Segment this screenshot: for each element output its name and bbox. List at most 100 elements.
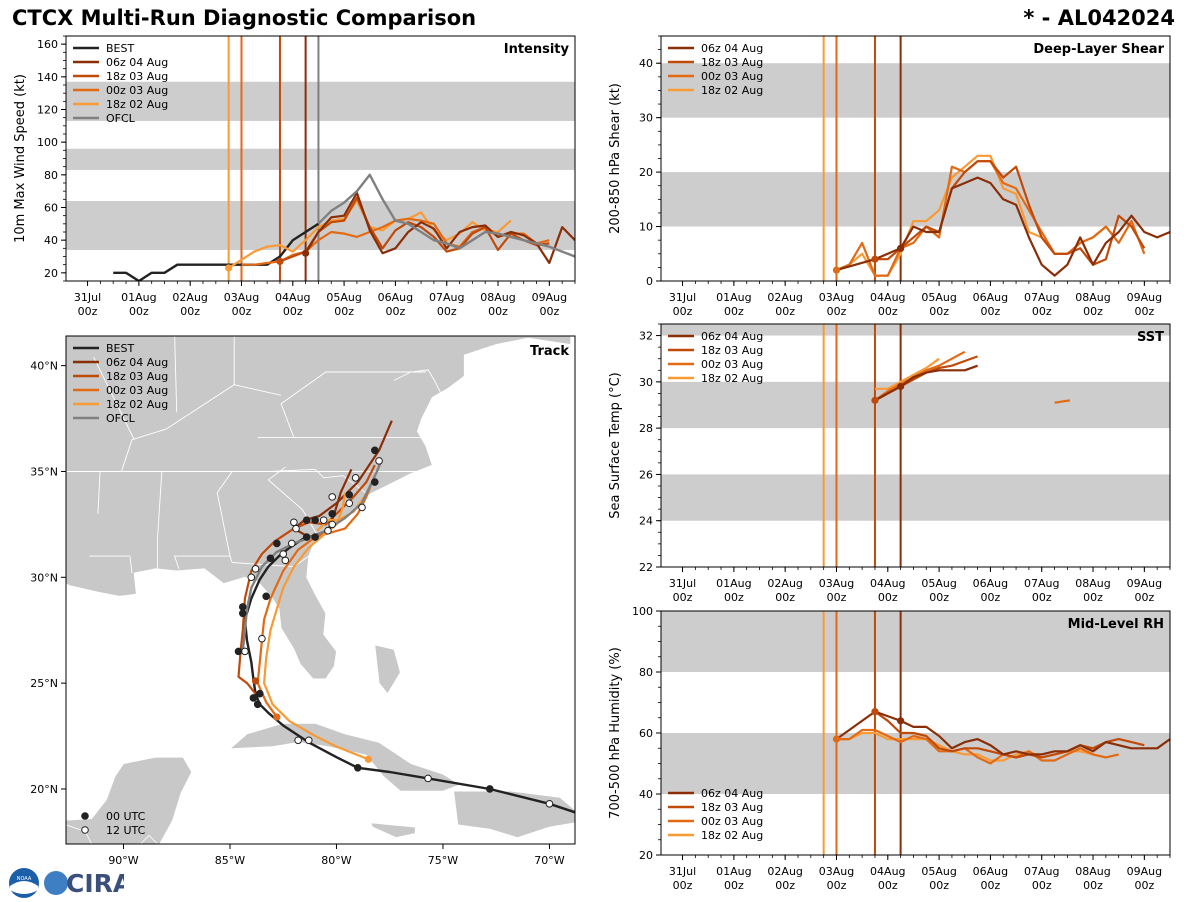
sst-ylabel: Sea Surface Temp (°C) [608, 372, 623, 519]
rh-plot-area [661, 611, 1170, 855]
track-position-dot [324, 526, 332, 535]
intensity-ytick-label: 140 [37, 71, 58, 84]
track-position-dot [234, 647, 243, 656]
track-position-dot [371, 478, 379, 486]
sst-legend-label: 18z 02 Aug [701, 372, 763, 385]
track-position-dot [292, 524, 300, 533]
track-position-dot [287, 539, 296, 548]
storm-id: * - AL042024 [1023, 6, 1175, 30]
intensity-ytick-label: 40 [44, 234, 58, 247]
sst-band [661, 381, 1170, 429]
sst-xtick-label: 00z [827, 591, 847, 604]
rh-legend-label: 06z 04 Aug [701, 787, 763, 800]
intensity-legend-label: 18z 03 Aug [106, 70, 168, 83]
sst-ytick-label: 22 [639, 561, 653, 574]
track-position-dot [258, 634, 266, 643]
land-yucatan [66, 756, 193, 844]
rh-xtick-label: 04Aug [870, 865, 905, 878]
shear-xtick-label: 00z [827, 305, 847, 318]
track-position-dot [262, 592, 270, 601]
track-legend-label: 06z 04 Aug [106, 356, 168, 369]
intensity-title: Intensity [504, 42, 570, 57]
track-position-dot [319, 516, 328, 524]
intensity-xtick-label: 03Aug [224, 291, 259, 304]
state-border [157, 471, 163, 571]
rh-title: Mid-Level RH [1068, 617, 1164, 632]
intensity-init-marker [302, 249, 310, 257]
sst-series-line [875, 357, 940, 390]
state-border [174, 336, 178, 413]
state-border [89, 555, 133, 574]
rh-ytick-label: 100 [632, 605, 653, 618]
intensity-legend-label: 06z 04 Aug [106, 56, 168, 69]
sst-ytick-label: 32 [639, 330, 653, 343]
sst-init-marker [897, 382, 905, 391]
intensity-xtick-label: 07Aug [429, 291, 464, 304]
rh-xtick-label: 00z [1134, 879, 1154, 892]
track-position-dot [251, 565, 260, 573]
shear-legend-label: 06z 04 Aug [701, 42, 763, 55]
shear-ytick-label: 10 [639, 221, 653, 234]
track-position-dot [311, 533, 319, 541]
intensity-ytick-label: 80 [44, 169, 58, 182]
shear-xtick-label: 00z [929, 305, 949, 318]
sst-xtick-label: 00z [878, 591, 898, 604]
rh-xtick-label: 05Aug [921, 865, 956, 878]
intensity-legend-label: 18z 02 Aug [106, 98, 168, 111]
rh-xtick-label: 02Aug [767, 865, 802, 878]
intensity-ytick-label: 120 [37, 104, 58, 117]
sst-ytick-label: 24 [639, 515, 653, 528]
track-legend-label: BEST [106, 342, 134, 355]
intensity-ytick-label: 100 [37, 136, 58, 149]
sst-band [661, 474, 1170, 521]
sst-xtick-label: 00z [929, 591, 949, 604]
track-position-dot [328, 510, 337, 518]
shear-xtick-label: 31Jul [669, 291, 696, 304]
rh-series-line [836, 728, 1119, 765]
track-plot-area [66, 336, 575, 844]
track-position-dot [238, 603, 247, 611]
rh-legend-label: 00z 03 Aug [701, 815, 763, 828]
shear-init-marker [832, 266, 841, 274]
track-marker-legend-swatch [81, 826, 89, 834]
shear-title: Deep-Layer Shear [1033, 42, 1164, 57]
shear-init-marker [871, 255, 879, 263]
shear-xtick-label: 00z [1032, 305, 1052, 318]
rh-xtick-label: 31Jul [669, 865, 696, 878]
state-border [97, 471, 101, 514]
rh-chart: 2040608010031Jul00z01Aug00z02Aug00z03Aug… [608, 605, 1171, 892]
track-position-dot [302, 516, 311, 524]
cira-wordmark: CIRA [66, 869, 124, 898]
shear-xtick-label: 00z [724, 305, 744, 318]
shear-chart: 01020304031Jul00z01Aug00z02Aug00z03Aug00… [608, 35, 1171, 318]
sst-title: SST [1137, 330, 1164, 345]
track-position-dot [358, 503, 366, 512]
shear-legend-label: 18z 03 Aug [701, 56, 763, 69]
track-position-dot [273, 539, 281, 548]
intensity-series-line [113, 222, 320, 281]
intensity-xtick-label: 00z [488, 305, 508, 318]
track-position-dot [302, 533, 311, 541]
sst-xtick-label: 07Aug [1024, 577, 1059, 590]
rh-xtick-label: 00z [673, 879, 693, 892]
track-position-dot [256, 689, 264, 698]
sst-xtick-label: 31Jul [669, 577, 696, 590]
rh-ytick-label: 80 [639, 666, 653, 679]
track-ytick-label: 35°N [30, 465, 58, 478]
rh-ytick-label: 60 [639, 727, 653, 740]
track-xtick-label: 90°W [108, 854, 138, 867]
intensity-xtick-label: 00z [180, 305, 200, 318]
intensity-ytick-label: 60 [44, 202, 58, 215]
track-position-dot [345, 490, 354, 499]
track-position-dot [353, 764, 362, 772]
track-position-dot [351, 474, 360, 482]
sst-xtick-label: 06Aug [973, 577, 1008, 590]
rh-xtick-label: 08Aug [1075, 865, 1110, 878]
sst-chart: 22242628303231Jul00z01Aug00z02Aug00z03Au… [608, 323, 1171, 604]
rh-xtick-label: 00z [981, 879, 1001, 892]
sst-series-line [1054, 399, 1071, 404]
rh-ytick-label: 20 [639, 849, 653, 862]
intensity-xtick-label: 01Aug [121, 291, 156, 304]
sst-xtick-label: 01Aug [716, 577, 751, 590]
